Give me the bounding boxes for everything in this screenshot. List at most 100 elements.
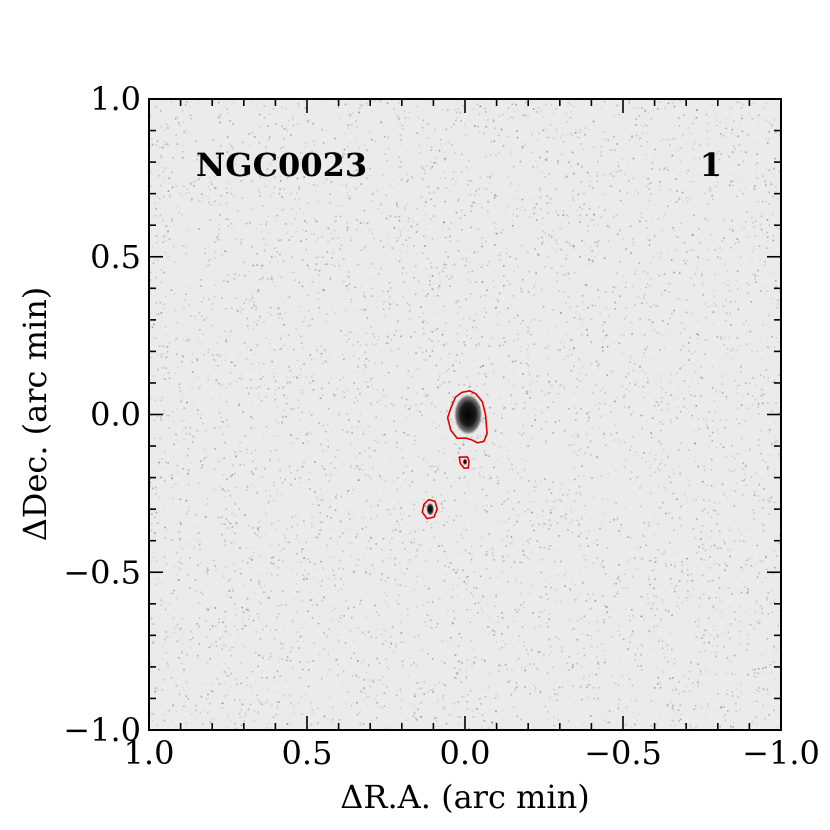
noise-pixel: [185, 722, 188, 724]
noise-pixel: [163, 345, 165, 348]
noise-pixel: [230, 188, 232, 190]
noise-pixel: [648, 200, 651, 202]
noise-pixel: [684, 690, 686, 693]
noise-pixel: [722, 716, 725, 719]
noise-pixel: [588, 583, 591, 586]
noise-pixel: [256, 534, 259, 537]
noise-pixel: [222, 575, 225, 578]
noise-pixel: [212, 101, 214, 103]
noise-pixel: [755, 723, 758, 725]
noise-pixel: [233, 699, 236, 701]
noise-pixel: [694, 364, 696, 366]
noise-pixel: [366, 616, 369, 619]
noise-pixel: [191, 404, 194, 406]
noise-pixel: [290, 408, 293, 411]
noise-pixel: [381, 390, 384, 393]
noise-pixel: [744, 559, 747, 562]
noise-pixel: [673, 229, 676, 232]
noise-pixel: [218, 382, 220, 385]
noise-pixel: [439, 494, 442, 496]
noise-pixel: [712, 109, 715, 112]
noise-pixel: [466, 659, 468, 661]
noise-pixel: [374, 140, 377, 143]
noise-pixel: [745, 282, 748, 285]
noise-pixel: [488, 287, 490, 290]
noise-pixel: [226, 280, 228, 283]
noise-pixel: [182, 307, 185, 310]
noise-pixel: [478, 194, 481, 197]
noise-pixel: [767, 475, 770, 477]
noise-pixel: [556, 699, 559, 702]
noise-pixel: [456, 672, 458, 674]
noise-pixel: [313, 140, 315, 142]
noise-pixel: [629, 478, 632, 480]
noise-pixel: [557, 482, 560, 484]
noise-pixel: [385, 405, 388, 407]
noise-pixel: [166, 124, 168, 126]
noise-pixel: [280, 347, 282, 350]
noise-pixel: [297, 164, 299, 167]
noise-pixel: [322, 142, 325, 144]
noise-pixel: [222, 433, 225, 436]
noise-pixel: [431, 165, 434, 168]
noise-pixel: [363, 657, 365, 659]
noise-pixel: [206, 455, 209, 458]
noise-pixel: [460, 171, 463, 173]
noise-pixel: [478, 188, 480, 190]
noise-pixel: [190, 315, 192, 318]
noise-pixel: [177, 532, 180, 534]
noise-pixel: [344, 133, 346, 135]
noise-pixel: [359, 722, 361, 724]
noise-pixel: [450, 322, 453, 325]
noise-pixel: [687, 590, 689, 593]
noise-pixel: [356, 371, 359, 373]
noise-pixel: [492, 548, 494, 551]
noise-pixel: [641, 668, 643, 671]
noise-pixel: [760, 214, 762, 216]
noise-pixel: [510, 148, 512, 151]
noise-pixel: [496, 476, 499, 478]
noise-pixel: [474, 250, 477, 252]
noise-pixel: [602, 193, 605, 195]
noise-pixel: [470, 293, 472, 295]
noise-pixel: [700, 531, 702, 533]
noise-pixel: [727, 284, 729, 286]
noise-pixel: [410, 664, 412, 666]
noise-pixel: [529, 175, 532, 178]
noise-pixel: [658, 485, 661, 488]
noise-pixel: [483, 316, 486, 319]
noise-pixel: [326, 299, 329, 301]
noise-pixel: [398, 595, 400, 597]
noise-pixel: [511, 154, 513, 157]
noise-pixel: [637, 295, 640, 298]
noise-pixel: [715, 447, 717, 449]
noise-pixel: [562, 494, 564, 496]
noise-pixel: [576, 597, 578, 599]
noise-pixel: [273, 186, 275, 189]
noise-pixel: [531, 437, 534, 440]
noise-pixel: [164, 143, 166, 146]
noise-pixel: [356, 126, 359, 128]
noise-pixel: [537, 139, 539, 141]
noise-pixel: [439, 243, 441, 246]
noise-pixel: [628, 180, 630, 182]
noise-pixel: [227, 331, 230, 333]
noise-pixel: [496, 240, 498, 243]
noise-pixel: [688, 390, 690, 392]
noise-pixel: [749, 450, 751, 452]
noise-pixel: [628, 139, 631, 141]
noise-pixel: [764, 184, 767, 186]
noise-pixel: [152, 556, 155, 558]
noise-pixel: [399, 706, 402, 709]
noise-pixel: [300, 158, 302, 161]
noise-pixel: [446, 438, 448, 441]
noise-pixel: [331, 610, 333, 613]
noise-pixel: [451, 712, 454, 714]
noise-pixel: [396, 320, 399, 323]
noise-pixel: [559, 488, 562, 491]
noise-pixel: [346, 691, 349, 693]
noise-pixel: [590, 635, 592, 637]
noise-pixel: [349, 114, 352, 117]
noise-pixel: [338, 156, 341, 159]
noise-pixel: [549, 392, 551, 394]
